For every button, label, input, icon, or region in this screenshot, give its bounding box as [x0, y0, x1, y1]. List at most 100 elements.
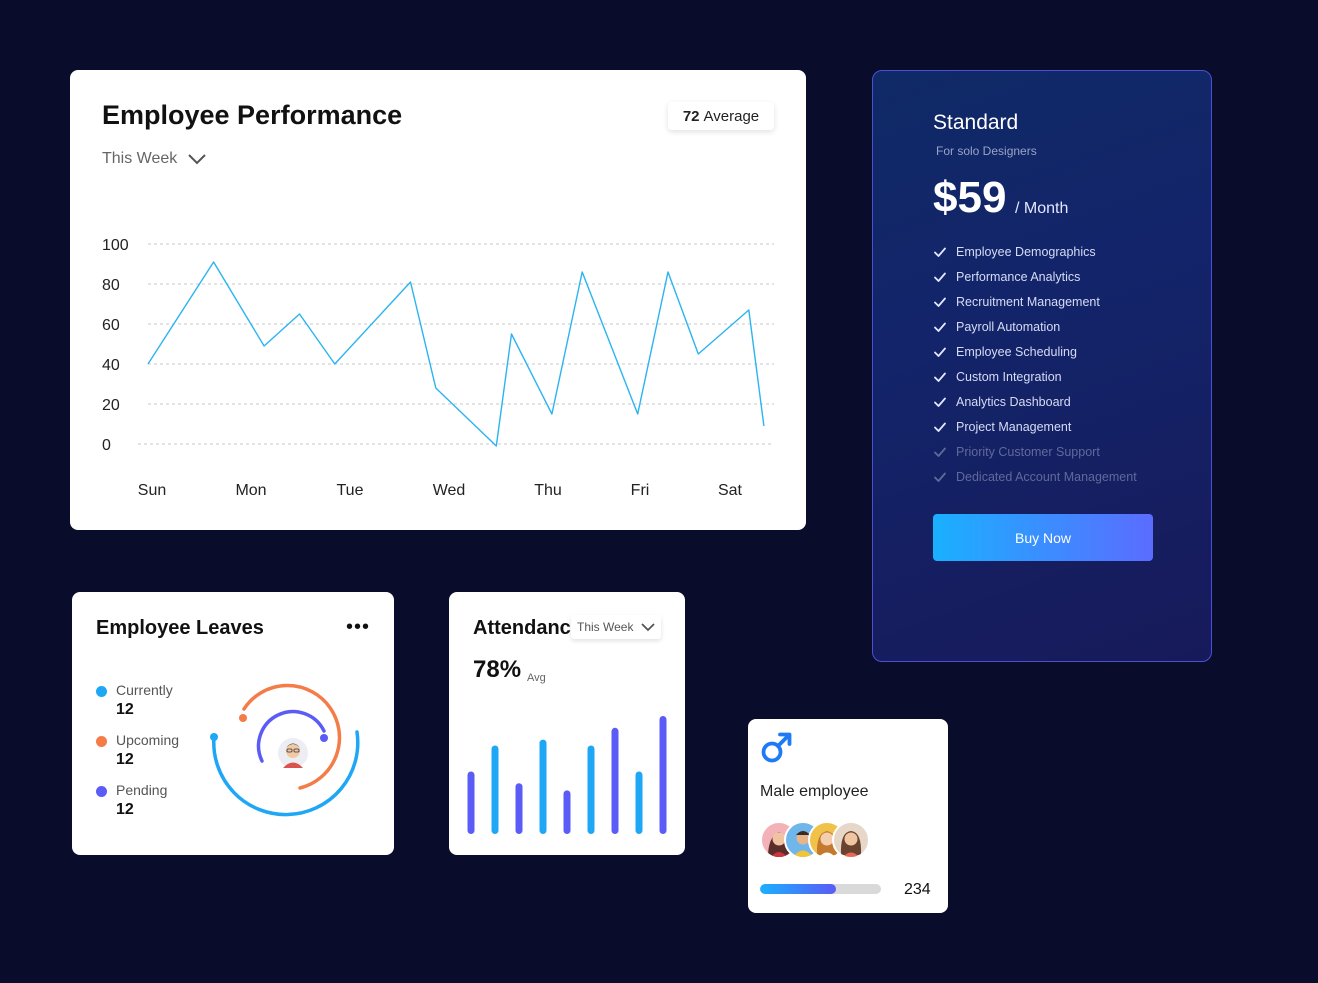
feature-item: Dedicated Account Management — [933, 464, 1137, 489]
average-badge: 72 Average — [668, 102, 774, 130]
ring-upcoming — [242, 683, 342, 790]
check-icon — [934, 447, 946, 457]
performance-series-line — [147, 261, 765, 447]
feature-label: Employee Demographics — [956, 244, 1096, 259]
buy-now-button[interactable]: Buy Now — [933, 514, 1153, 561]
legend-label: Upcoming — [116, 732, 180, 748]
x-tick-label: Sun — [138, 482, 166, 499]
performance-line-chart: 100 80 60 40 20 0 Sun Mon Tue Wed Thu Fri Sat — [102, 237, 774, 499]
ring-currently — [212, 730, 360, 817]
feature-item: Employee Scheduling — [933, 339, 1137, 364]
leaves-ring-chart — [210, 683, 360, 817]
leaves-title: Employee Leaves — [96, 617, 264, 639]
attendance-period-label: This Week — [577, 620, 634, 634]
attendance-bar — [587, 745, 595, 834]
attendance-title: Attendance — [473, 617, 582, 639]
employee-leaves-card: Employee Leaves ••• Currently 12 Upcomin… — [72, 592, 394, 855]
male-employee-count: 234 — [904, 881, 931, 898]
feature-label: Payroll Automation — [956, 319, 1061, 334]
y-tick-label: 60 — [102, 317, 120, 334]
legend-value: 12 — [116, 701, 134, 718]
x-tick-label: Tue — [337, 482, 364, 499]
attendance-period-dropdown[interactable]: This Week — [571, 615, 661, 639]
y-tick-label: 40 — [102, 357, 120, 374]
avatar — [832, 821, 870, 859]
check-icon — [934, 397, 946, 407]
ring-pending-end — [320, 734, 328, 742]
average-label: Average — [703, 107, 760, 125]
check-icon — [934, 472, 946, 482]
check-icon — [934, 372, 946, 382]
feature-label: Dedicated Account Management — [956, 469, 1137, 484]
avatar-icon — [278, 738, 308, 768]
feature-label: Employee Scheduling — [956, 344, 1077, 359]
male-employee-label: Male employee — [760, 783, 869, 800]
attendance-bar — [659, 716, 667, 834]
x-tick-label: Mon — [235, 482, 266, 499]
y-tick-label: 0 — [102, 437, 111, 454]
employee-performance-card: Employee Performance 72 Average This Wee… — [70, 70, 806, 530]
attendance-bar-chart — [467, 716, 667, 834]
legend-label: Currently — [116, 682, 173, 698]
avatar-group — [760, 821, 870, 859]
plan-period: / Month — [1015, 200, 1069, 217]
more-options-icon[interactable]: ••• — [346, 616, 371, 638]
feature-item: Priority Customer Support — [933, 439, 1137, 464]
y-tick-label: 20 — [102, 397, 120, 414]
check-icon — [934, 297, 946, 307]
male-progress-fill — [760, 884, 837, 894]
feature-label: Priority Customer Support — [956, 444, 1100, 459]
feature-item: Project Management — [933, 414, 1137, 439]
x-tick-label: Thu — [534, 482, 562, 499]
check-icon — [934, 422, 946, 432]
ring-pending — [256, 709, 326, 763]
ring-upcoming-end — [239, 714, 247, 722]
feature-label: Project Management — [956, 419, 1072, 434]
x-tick-label: Sat — [718, 482, 743, 499]
male-progress-bar — [760, 884, 881, 894]
check-icon — [934, 347, 946, 357]
feature-item: Custom Integration — [933, 364, 1137, 389]
feature-label: Recruitment Management — [956, 294, 1100, 309]
feature-label: Custom Integration — [956, 369, 1062, 384]
performance-title: Employee Performance — [102, 100, 403, 130]
male-icon — [761, 732, 792, 763]
attendance-bar — [539, 739, 547, 834]
x-tick-label: Wed — [433, 482, 466, 499]
feature-label: Performance Analytics — [956, 269, 1081, 284]
period-label: This Week — [102, 150, 178, 167]
attendance-percent: 78% — [473, 656, 522, 683]
legend-dot — [96, 786, 107, 797]
attendance-card: Attendance This Week 78% Avg — [449, 592, 685, 855]
feature-item: Payroll Automation — [933, 314, 1137, 339]
check-icon — [934, 247, 946, 257]
attendance-bar — [563, 790, 571, 834]
feature-item: Recruitment Management — [933, 289, 1137, 314]
chevron-down-icon — [188, 154, 206, 165]
feature-item: Employee Demographics — [933, 239, 1137, 264]
y-tick-label: 80 — [102, 277, 120, 294]
check-icon — [934, 322, 946, 332]
check-icon — [934, 272, 946, 282]
attendance-bar — [491, 745, 499, 834]
y-tick-label: 100 — [102, 237, 129, 254]
ring-currently-end — [210, 733, 218, 741]
legend-label: Pending — [116, 782, 168, 798]
period-dropdown[interactable]: This Week — [102, 150, 207, 168]
legend-value: 12 — [116, 801, 134, 818]
x-tick-label: Fri — [631, 482, 650, 499]
male-employee-card: Male employee 234 — [748, 719, 948, 913]
attendance-bar — [467, 771, 475, 834]
legend-value: 12 — [116, 751, 134, 768]
feature-list: Employee Demographics Performance Analyti… — [933, 239, 1137, 489]
plan-name: Standard — [933, 111, 1019, 134]
pricing-card: Standard For solo Designers $59 / Month … — [872, 70, 1212, 662]
legend-dot — [96, 686, 107, 697]
plan-price: $59 — [933, 173, 1007, 222]
legend-dot — [96, 736, 107, 747]
attendance-bar — [611, 727, 619, 834]
attendance-bar — [515, 783, 523, 834]
feature-item: Analytics Dashboard — [933, 389, 1137, 414]
attendance-bar — [635, 771, 643, 834]
feature-item: Performance Analytics — [933, 264, 1137, 289]
